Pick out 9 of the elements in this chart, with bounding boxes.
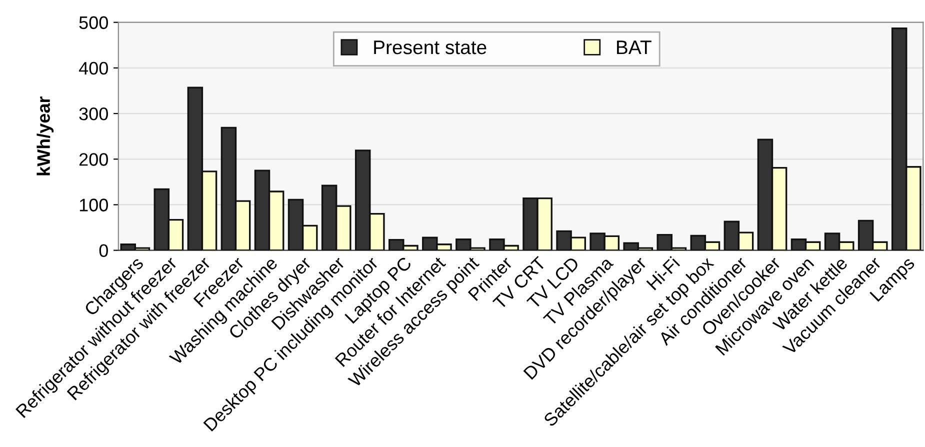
y-axis-title: kWh/year xyxy=(36,96,54,176)
y-tick-label: 400 xyxy=(78,62,108,75)
y-tick-label: 500 xyxy=(79,16,108,30)
y-tick-label: 200 xyxy=(79,153,108,166)
y-tick-label: 300 xyxy=(79,107,108,120)
y-tick-label: 0 xyxy=(99,244,108,258)
legend-label: BAT xyxy=(617,40,652,54)
y-tick-label: 100 xyxy=(80,198,108,212)
legend-label: Present state xyxy=(374,40,486,54)
